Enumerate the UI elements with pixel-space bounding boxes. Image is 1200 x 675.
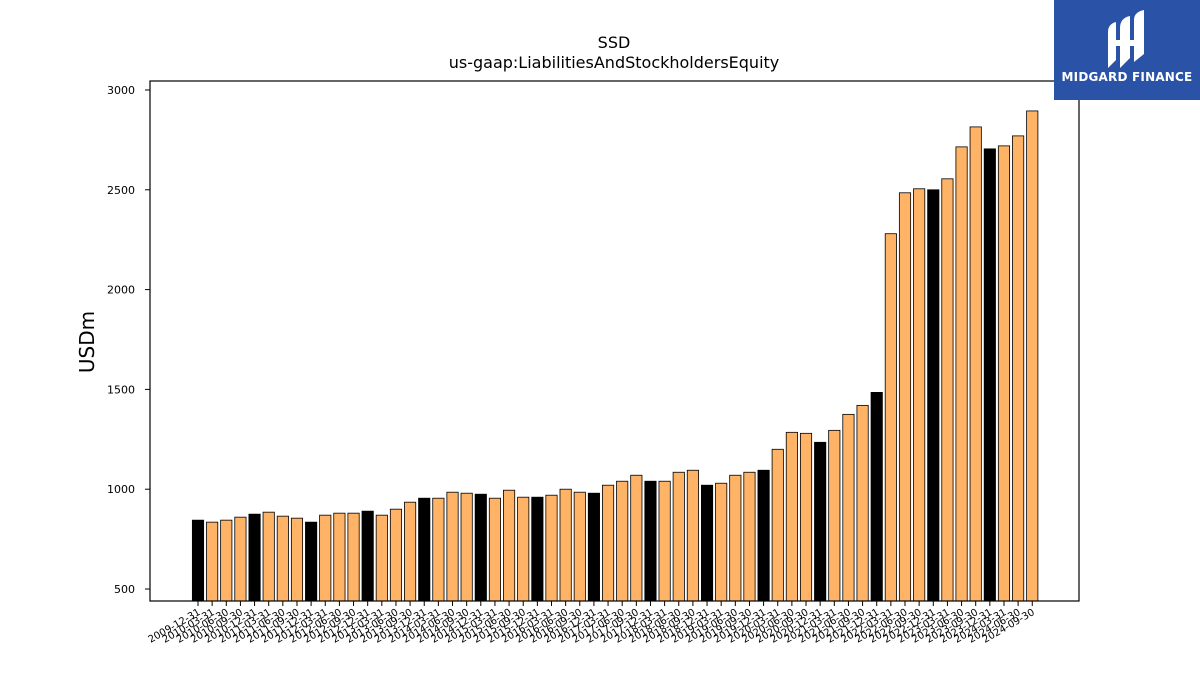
bar-2015-12-31 bbox=[531, 496, 544, 602]
y-tick-label-1000: 1000 bbox=[107, 483, 135, 496]
bar-2021-09-30 bbox=[856, 404, 869, 602]
chart-subtitle: us-gaap:LiabilitiesAndStockholdersEquity bbox=[449, 53, 780, 72]
bars-group bbox=[191, 110, 1039, 602]
y-axis-label: USDm bbox=[75, 311, 99, 373]
bar-2023-12-31 bbox=[983, 148, 996, 602]
bar-2018-03-31 bbox=[658, 480, 671, 602]
bar-2009-12-31 bbox=[191, 519, 205, 602]
bar-2020-12-31 bbox=[814, 441, 827, 602]
bar-2013-12-31 bbox=[418, 497, 431, 602]
y-tick-label-3000: 3000 bbox=[107, 84, 135, 97]
bar-2023-06-30 bbox=[955, 146, 968, 602]
logo-text: MIDGARD FINANCE bbox=[1061, 70, 1193, 84]
bar-2020-09-30 bbox=[799, 432, 813, 602]
y-tick-label-2000: 2000 bbox=[107, 284, 135, 297]
bar-2014-06-30 bbox=[446, 491, 459, 602]
bar-2019-09-30 bbox=[743, 471, 756, 602]
bar-2010-12-31 bbox=[248, 513, 261, 602]
bar-2012-06-30 bbox=[333, 512, 346, 602]
bar-2010-03-31 bbox=[206, 521, 219, 602]
bar-2016-06-30 bbox=[559, 488, 572, 602]
bar-2020-03-31 bbox=[771, 448, 784, 602]
bar-2017-09-30 bbox=[630, 474, 643, 602]
y-tick-label-1500: 1500 bbox=[107, 383, 135, 396]
bar-2020-06-30 bbox=[785, 431, 798, 602]
bar-2015-09-30 bbox=[517, 496, 530, 602]
bar-2022-03-31 bbox=[884, 233, 897, 602]
bar-2011-06-30 bbox=[276, 515, 289, 602]
bar-2014-12-31 bbox=[474, 493, 487, 602]
bar-2023-03-31 bbox=[941, 178, 954, 602]
y-tick-label-500: 500 bbox=[114, 583, 135, 596]
midgard-finance-logo: MIDGARD FINANCE bbox=[1054, 0, 1200, 100]
bar-2024-09-30 bbox=[1026, 110, 1039, 602]
bar-2010-06-30 bbox=[220, 519, 233, 602]
bar-2014-03-31 bbox=[432, 497, 445, 602]
bar-2021-03-31 bbox=[828, 429, 841, 602]
bar-2018-12-31 bbox=[700, 484, 714, 602]
bar-2019-03-31 bbox=[715, 482, 728, 602]
bar-2015-03-31 bbox=[488, 497, 501, 602]
bar-2011-09-30 bbox=[290, 517, 304, 602]
bar-2016-03-31 bbox=[545, 494, 558, 602]
bar-2018-06-30 bbox=[672, 471, 685, 602]
bar-2014-09-30 bbox=[460, 492, 473, 602]
bar-2010-09-30 bbox=[234, 516, 247, 602]
bar-2018-09-30 bbox=[686, 469, 699, 602]
bar-2017-06-30 bbox=[616, 480, 629, 602]
bar-2019-06-30 bbox=[729, 474, 742, 602]
y-tick-label-2500: 2500 bbox=[107, 184, 135, 197]
bar-2023-09-30 bbox=[969, 126, 982, 602]
y-axis: 500 1000 1500 2000 2500 3000 bbox=[107, 84, 150, 596]
bar-2024-03-31 bbox=[997, 145, 1011, 602]
midgard-logo-icon bbox=[1108, 10, 1144, 68]
bar-2016-09-30 bbox=[573, 491, 586, 602]
bar-2013-09-30 bbox=[404, 501, 417, 602]
x-axis: 2009-12-312010-03-312010-06-302010-09-30… bbox=[147, 601, 1037, 646]
bar-2022-09-30 bbox=[913, 188, 926, 602]
bar-2011-03-31 bbox=[262, 511, 275, 602]
bar-2022-06-30 bbox=[898, 192, 912, 602]
bar-2024-06-30 bbox=[1012, 135, 1025, 602]
bar-2011-12-31 bbox=[305, 521, 318, 602]
bar-2012-03-31 bbox=[319, 514, 332, 602]
bar-2017-03-31 bbox=[602, 484, 615, 602]
bar-2015-06-30 bbox=[503, 489, 516, 602]
bar-2021-06-30 bbox=[842, 413, 855, 602]
bar-2013-06-30 bbox=[389, 508, 403, 602]
chart-title: SSD bbox=[598, 33, 631, 52]
bar-2017-12-31 bbox=[644, 480, 657, 602]
bar-2019-12-31 bbox=[757, 469, 770, 602]
bar-2012-12-31 bbox=[361, 510, 374, 602]
bar-2016-12-31 bbox=[587, 492, 600, 602]
bar-2013-03-31 bbox=[375, 514, 388, 602]
bar-2022-12-31 bbox=[927, 189, 940, 602]
plot-frame bbox=[149, 80, 1080, 602]
bar-2012-09-30 bbox=[347, 512, 360, 602]
bar-2021-12-31 bbox=[870, 391, 883, 602]
